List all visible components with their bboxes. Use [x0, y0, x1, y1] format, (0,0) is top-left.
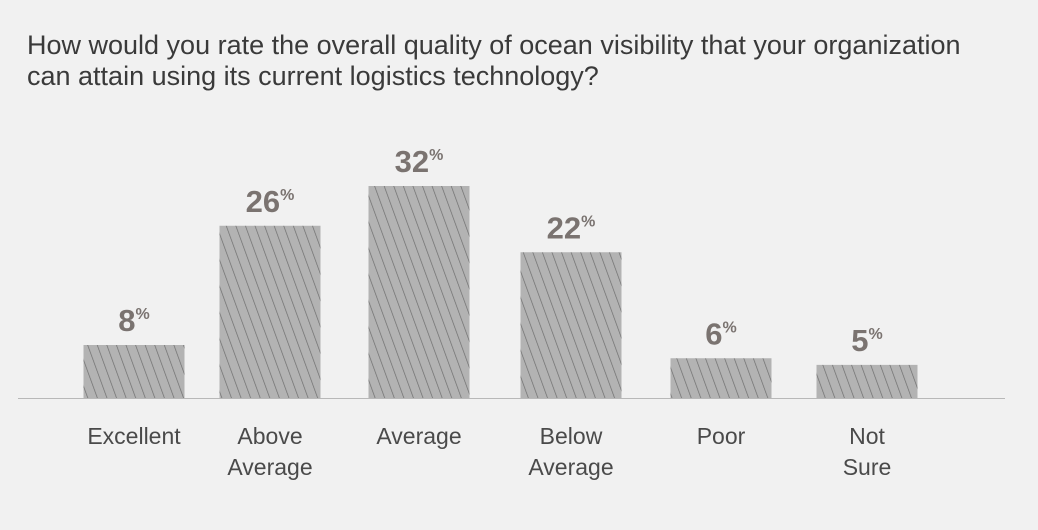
category-label: Poor — [696, 423, 746, 449]
category-label: Not Sure — [842, 423, 892, 480]
value-labels: 8% 26% 32% 22% 6% 5% — [118, 144, 882, 358]
data-label: 22% — [547, 210, 596, 245]
bar — [83, 345, 185, 398]
category-label: Excellent — [87, 423, 181, 449]
bar — [816, 364, 918, 398]
category-label: Average — [376, 423, 462, 449]
data-label: 8% — [118, 303, 149, 338]
bar — [219, 225, 321, 398]
data-label: 32% — [395, 144, 444, 179]
bar — [670, 358, 772, 398]
bar-series — [83, 186, 918, 398]
chart-title: How would you rate the overall quality o… — [27, 30, 961, 91]
data-label: 5% — [851, 323, 882, 358]
data-label: 6% — [705, 316, 736, 351]
bar — [368, 186, 470, 398]
category-label: Above Average — [227, 423, 313, 480]
data-label: 26% — [246, 184, 295, 219]
bar — [520, 252, 622, 398]
category-label: Below Average — [528, 423, 614, 480]
